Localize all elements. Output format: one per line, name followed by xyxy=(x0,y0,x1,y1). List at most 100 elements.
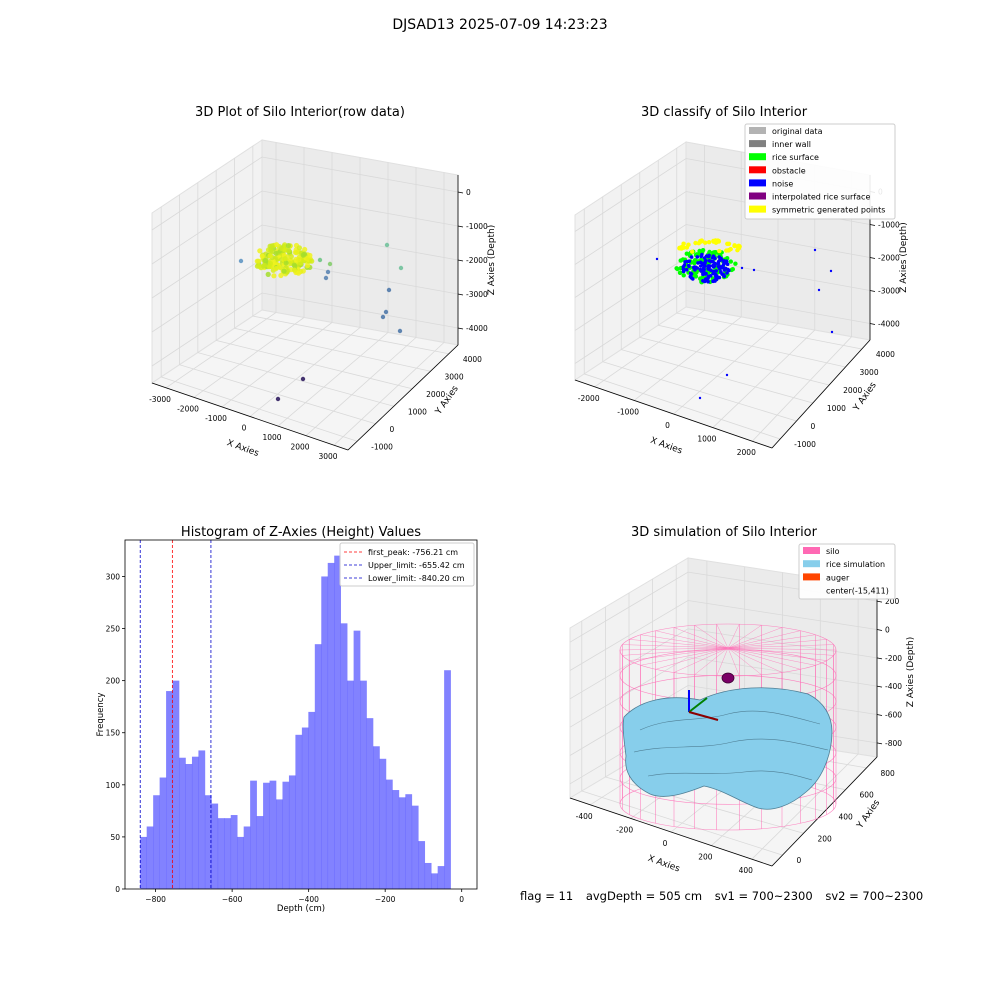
histogram-bar xyxy=(301,727,309,889)
histogram-bar xyxy=(347,680,354,889)
silo-roof-line xyxy=(727,647,834,656)
noise-point xyxy=(720,265,724,269)
legend-frame xyxy=(798,543,896,600)
z-gridline xyxy=(574,224,871,298)
histogram-bar xyxy=(295,734,303,889)
histogram-bar xyxy=(179,757,186,889)
surface-contour xyxy=(647,770,813,781)
histogram-bar xyxy=(405,794,413,889)
legend-label: inner wall xyxy=(772,140,811,149)
noise-point xyxy=(701,269,706,274)
legend-label: silo xyxy=(826,547,840,556)
z-tick xyxy=(869,323,876,325)
data-point xyxy=(307,252,313,259)
x-gridline xyxy=(633,151,742,401)
noise-point xyxy=(726,267,730,272)
noise-point xyxy=(707,253,711,258)
histogram-bar xyxy=(424,862,432,889)
legend-label: obstacle xyxy=(772,166,806,175)
panel-raw-data-3d: -3000-2000-10000100020003000-10000100020… xyxy=(149,105,497,461)
x-tick-label: -200 xyxy=(616,825,633,834)
silo-roof-line xyxy=(694,647,729,675)
y-tick-label: 150 xyxy=(106,729,121,738)
data-point xyxy=(302,246,308,253)
y-tick-label: 200 xyxy=(106,677,121,686)
legend-swatch xyxy=(803,573,820,581)
data-point xyxy=(278,272,284,279)
figure-title: DJSAD13 2025-07-09 14:23:23 xyxy=(392,17,608,33)
z-tick-label: -2000 xyxy=(878,254,900,263)
z-tick xyxy=(457,191,464,194)
histogram-bar xyxy=(153,795,160,889)
data-point xyxy=(309,258,315,264)
histogram-bar xyxy=(321,576,329,889)
surface-contour xyxy=(639,710,821,731)
histogram-bar xyxy=(269,780,277,889)
histogram-bar xyxy=(444,670,451,889)
y-tick-label: 0 xyxy=(797,856,802,865)
z-gridline xyxy=(569,600,878,671)
axis-arrow-x xyxy=(688,711,719,721)
data-point xyxy=(398,265,404,271)
auger-marker xyxy=(721,672,735,684)
y-gridline xyxy=(581,621,783,856)
data-point xyxy=(266,264,272,270)
histogram-bar xyxy=(146,826,154,889)
y-gridline xyxy=(179,194,376,425)
x-tick-label: 3000 xyxy=(318,452,337,461)
rice-surface-point xyxy=(681,273,686,278)
legend-label: symmetric generated points xyxy=(772,206,885,215)
z-tick-label: -800 xyxy=(885,739,902,748)
data-point xyxy=(317,257,323,263)
symmetric-point xyxy=(681,241,686,246)
rice-simulation-surface xyxy=(622,687,833,810)
rice-surface-point xyxy=(677,270,683,275)
histogram-bar xyxy=(308,711,316,889)
z-tick-label: -3000 xyxy=(878,287,900,296)
legend-label: rice simulation xyxy=(826,560,885,569)
x-tick-label: 400 xyxy=(739,866,754,875)
noise-point xyxy=(689,272,694,276)
y-tick-label: 0 xyxy=(115,885,120,894)
data-point xyxy=(257,248,263,254)
x-tick-label: 200 xyxy=(698,853,713,862)
z-axis-label: Z Axies (Depth) xyxy=(906,637,916,708)
data-point xyxy=(296,257,302,263)
legend: silo rice simulation auger center(-15,411) xyxy=(798,543,896,600)
histogram-bar xyxy=(431,873,438,889)
data-point xyxy=(261,263,267,269)
noise-point xyxy=(830,330,834,334)
symmetric-point xyxy=(737,244,742,249)
data-point xyxy=(383,309,389,315)
rice-surface-point xyxy=(700,248,706,253)
symmetric-point xyxy=(696,241,701,246)
y-gridline xyxy=(197,182,394,407)
silo-roof-line xyxy=(716,647,729,676)
y-gridline xyxy=(602,196,797,422)
noise-point xyxy=(681,267,686,272)
x-gridline xyxy=(752,171,852,442)
histogram-bar xyxy=(172,680,180,889)
histogram-bar xyxy=(314,644,322,889)
histogram-bar xyxy=(198,750,206,889)
x-tick-label: -3000 xyxy=(149,395,171,404)
histogram-bar xyxy=(340,623,348,889)
z-tick xyxy=(457,259,464,262)
data-point xyxy=(300,252,306,258)
silo-roof-line xyxy=(727,647,740,676)
histogram-bar xyxy=(217,818,225,889)
noise-point xyxy=(719,257,723,262)
y-axis-line xyxy=(771,756,878,867)
y-axis-label: Frequency xyxy=(96,693,106,737)
noise-point xyxy=(707,259,712,263)
noise-point xyxy=(700,252,704,257)
x-gridline xyxy=(277,162,389,427)
x-axis-label: Depth (cm) xyxy=(277,904,325,914)
y-tick-label: 3000 xyxy=(445,372,464,381)
noise-point xyxy=(655,257,659,261)
noise-point xyxy=(714,274,719,279)
x-gridline xyxy=(751,584,859,860)
noise-point xyxy=(702,272,707,276)
z-tick-label: -4000 xyxy=(878,320,900,329)
histogram-bar xyxy=(327,562,335,889)
